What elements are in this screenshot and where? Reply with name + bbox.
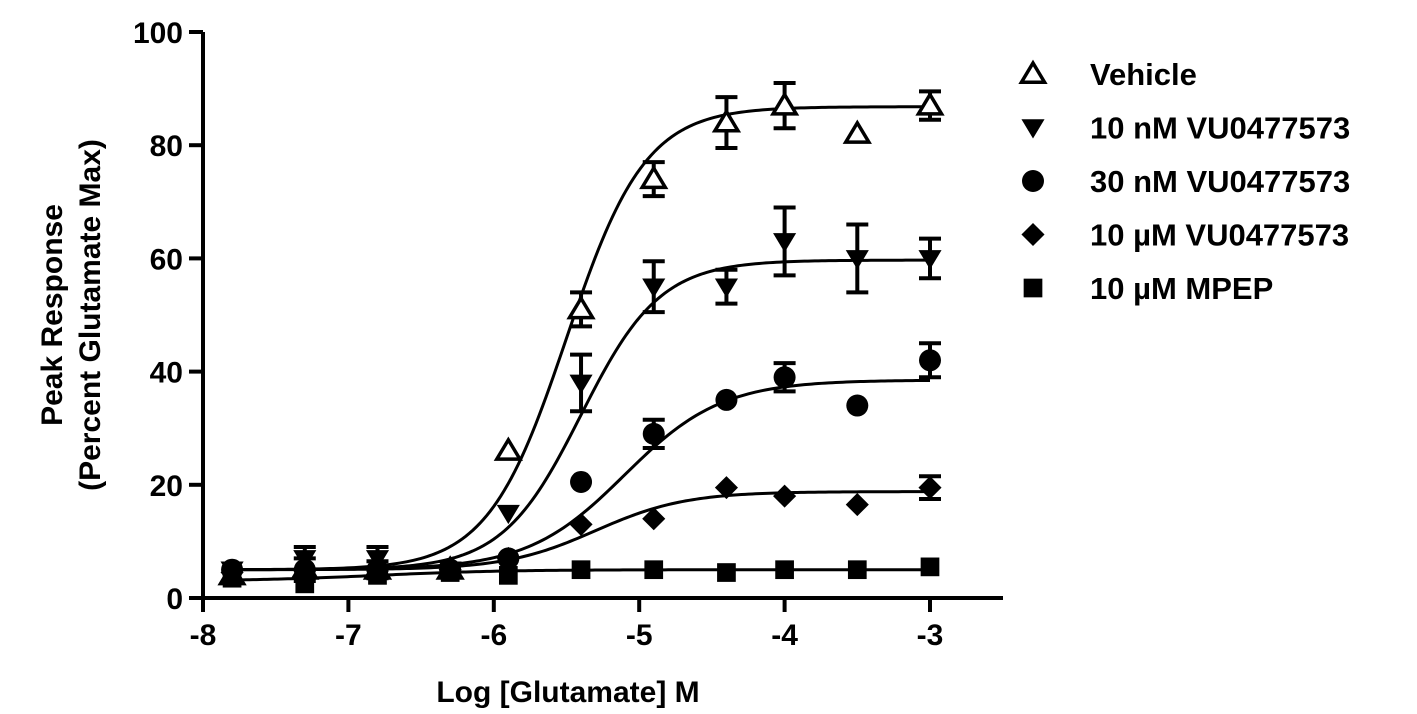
y-ticks: 0 20 40 60 80 100 xyxy=(133,17,203,616)
data-point xyxy=(846,394,869,417)
data-point xyxy=(717,563,736,582)
data-point xyxy=(639,164,669,190)
data-point xyxy=(644,560,664,580)
data-point xyxy=(222,568,242,588)
data-point xyxy=(773,484,797,508)
data-point xyxy=(566,294,596,320)
data-point xyxy=(570,470,593,493)
data-point xyxy=(642,507,666,531)
fit-curve-series-4 xyxy=(232,490,930,572)
legend-label: 30 nM VU0477573 xyxy=(1090,164,1350,199)
data-point xyxy=(769,91,800,116)
y-tick-label: 0 xyxy=(166,583,183,616)
legend-entry: 30 nM VU0477573 xyxy=(1022,164,1350,199)
y-tick-label: 40 xyxy=(150,357,183,390)
legend-marker xyxy=(1022,170,1044,192)
legend-marker xyxy=(1018,59,1048,84)
data-points xyxy=(217,91,945,594)
data-point xyxy=(569,512,593,536)
y-axis: 0 20 40 60 80 100 xyxy=(133,17,205,616)
data-point xyxy=(773,233,797,253)
y-axis-title: Peak Response (Percent Glutamate Max) xyxy=(36,139,107,491)
x-tick-label: -6 xyxy=(480,619,507,652)
data-point xyxy=(295,574,315,594)
data-point xyxy=(847,560,867,580)
x-tick-label: -5 xyxy=(626,619,653,652)
y-tick-label: 80 xyxy=(150,130,183,163)
legend-entry: Vehicle xyxy=(1018,57,1197,92)
legend: Vehicle 10 nM VU0477573 30 nM VU0477573 10 … xyxy=(1018,57,1350,306)
y-axis-title-line1: Peak Response xyxy=(36,204,69,426)
x-tick-label: -8 xyxy=(190,619,217,652)
data-point xyxy=(915,91,945,116)
data-point xyxy=(775,560,794,580)
data-point xyxy=(571,560,591,580)
data-point xyxy=(711,108,742,133)
legend-label: 10 nM VU0477573 xyxy=(1090,111,1350,146)
data-point xyxy=(845,493,869,517)
plot-area xyxy=(217,80,945,594)
legend-marker xyxy=(1023,278,1043,298)
data-point xyxy=(842,119,872,144)
data-point xyxy=(496,504,520,525)
legend-entry: 10 µM MPEP xyxy=(1023,271,1273,306)
legend-marker xyxy=(1021,119,1045,139)
legend-label: 10 µM MPEP xyxy=(1090,271,1273,306)
data-point xyxy=(773,366,796,389)
data-point xyxy=(919,349,941,372)
data-point xyxy=(368,566,387,585)
data-point xyxy=(918,250,942,270)
legend-entry: 10 nM VU0477573 xyxy=(1021,111,1350,146)
data-point xyxy=(498,566,518,585)
data-point xyxy=(715,388,738,411)
data-point xyxy=(642,422,665,445)
data-point xyxy=(845,250,869,270)
data-point xyxy=(714,476,738,500)
legend-label: Vehicle xyxy=(1090,57,1197,92)
legend-label: 10 µM VU0477573 xyxy=(1090,218,1349,253)
fit-curves xyxy=(232,105,931,582)
x-ticks: -8 -7 -6 -5 -4 -3 xyxy=(190,598,944,652)
data-point xyxy=(642,278,666,298)
fit-curve-series-1 xyxy=(232,105,930,572)
data-point xyxy=(918,476,942,500)
legend-marker xyxy=(1021,222,1045,247)
data-point xyxy=(569,374,593,394)
data-point xyxy=(440,563,460,582)
legend-entry: 10 µM VU0477573 xyxy=(1021,218,1349,253)
data-point xyxy=(496,546,520,570)
data-point xyxy=(493,436,523,461)
y-axis-title-line2: (Percent Glutamate Max) xyxy=(74,139,107,491)
x-tick-label: -4 xyxy=(771,619,798,652)
y-tick-label: 100 xyxy=(133,17,183,50)
x-tick-label: -7 xyxy=(335,619,362,652)
x-tick-label: -3 xyxy=(917,619,944,652)
y-tick-label: 60 xyxy=(150,243,183,276)
y-tick-label: 20 xyxy=(150,470,183,503)
data-point xyxy=(714,278,738,298)
x-axis-title: Log [Glutamate] M xyxy=(436,676,699,709)
data-point xyxy=(920,557,940,577)
error-bars xyxy=(293,80,941,584)
x-axis: -8 -7 -6 -5 -4 -3 xyxy=(190,596,1003,652)
